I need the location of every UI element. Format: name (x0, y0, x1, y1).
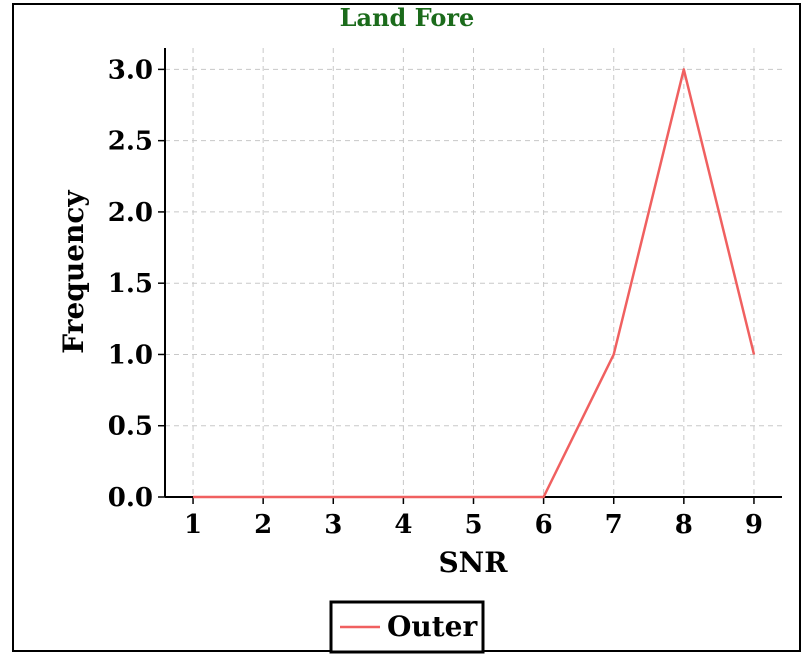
grid-lines (165, 48, 782, 498)
axes (158, 48, 782, 504)
x-axis-label: SNR (438, 546, 508, 579)
y-tick-label: 2.5 (108, 127, 153, 157)
x-tick-label: 6 (535, 510, 553, 540)
chart-frame (12, 3, 801, 652)
x-tick-label: 2 (254, 510, 272, 540)
y-tick-label: 0.5 (108, 412, 153, 442)
legend: Outer (329, 600, 485, 654)
y-tick-label: 3.0 (108, 55, 153, 85)
y-tick-label: 1.5 (108, 269, 153, 299)
chart-title: Land Fore (340, 3, 475, 32)
y-axis-label: Frequency (57, 190, 90, 354)
x-tick-label: 1 (184, 510, 202, 540)
y-tick-label: 1.0 (108, 340, 153, 370)
legend-box (329, 600, 485, 654)
series-layer (192, 68, 756, 499)
x-tick-label: 9 (745, 510, 763, 540)
y-tick-label: 0.0 (108, 483, 153, 513)
tick-labels: 0.0 0.5 1.0 1.5 2.0 2.5 3.0 1 2 3 4 5 6 7 8 9 (108, 55, 763, 540)
x-tick-label: 4 (394, 510, 412, 540)
x-tick-label: 8 (675, 510, 693, 540)
x-tick-label: 3 (324, 510, 342, 540)
y-tick-label: 2.0 (108, 198, 153, 228)
legend-label-outer: Outer (387, 610, 478, 643)
x-tick-label: 5 (464, 510, 482, 540)
x-tick-label: 7 (605, 510, 623, 540)
